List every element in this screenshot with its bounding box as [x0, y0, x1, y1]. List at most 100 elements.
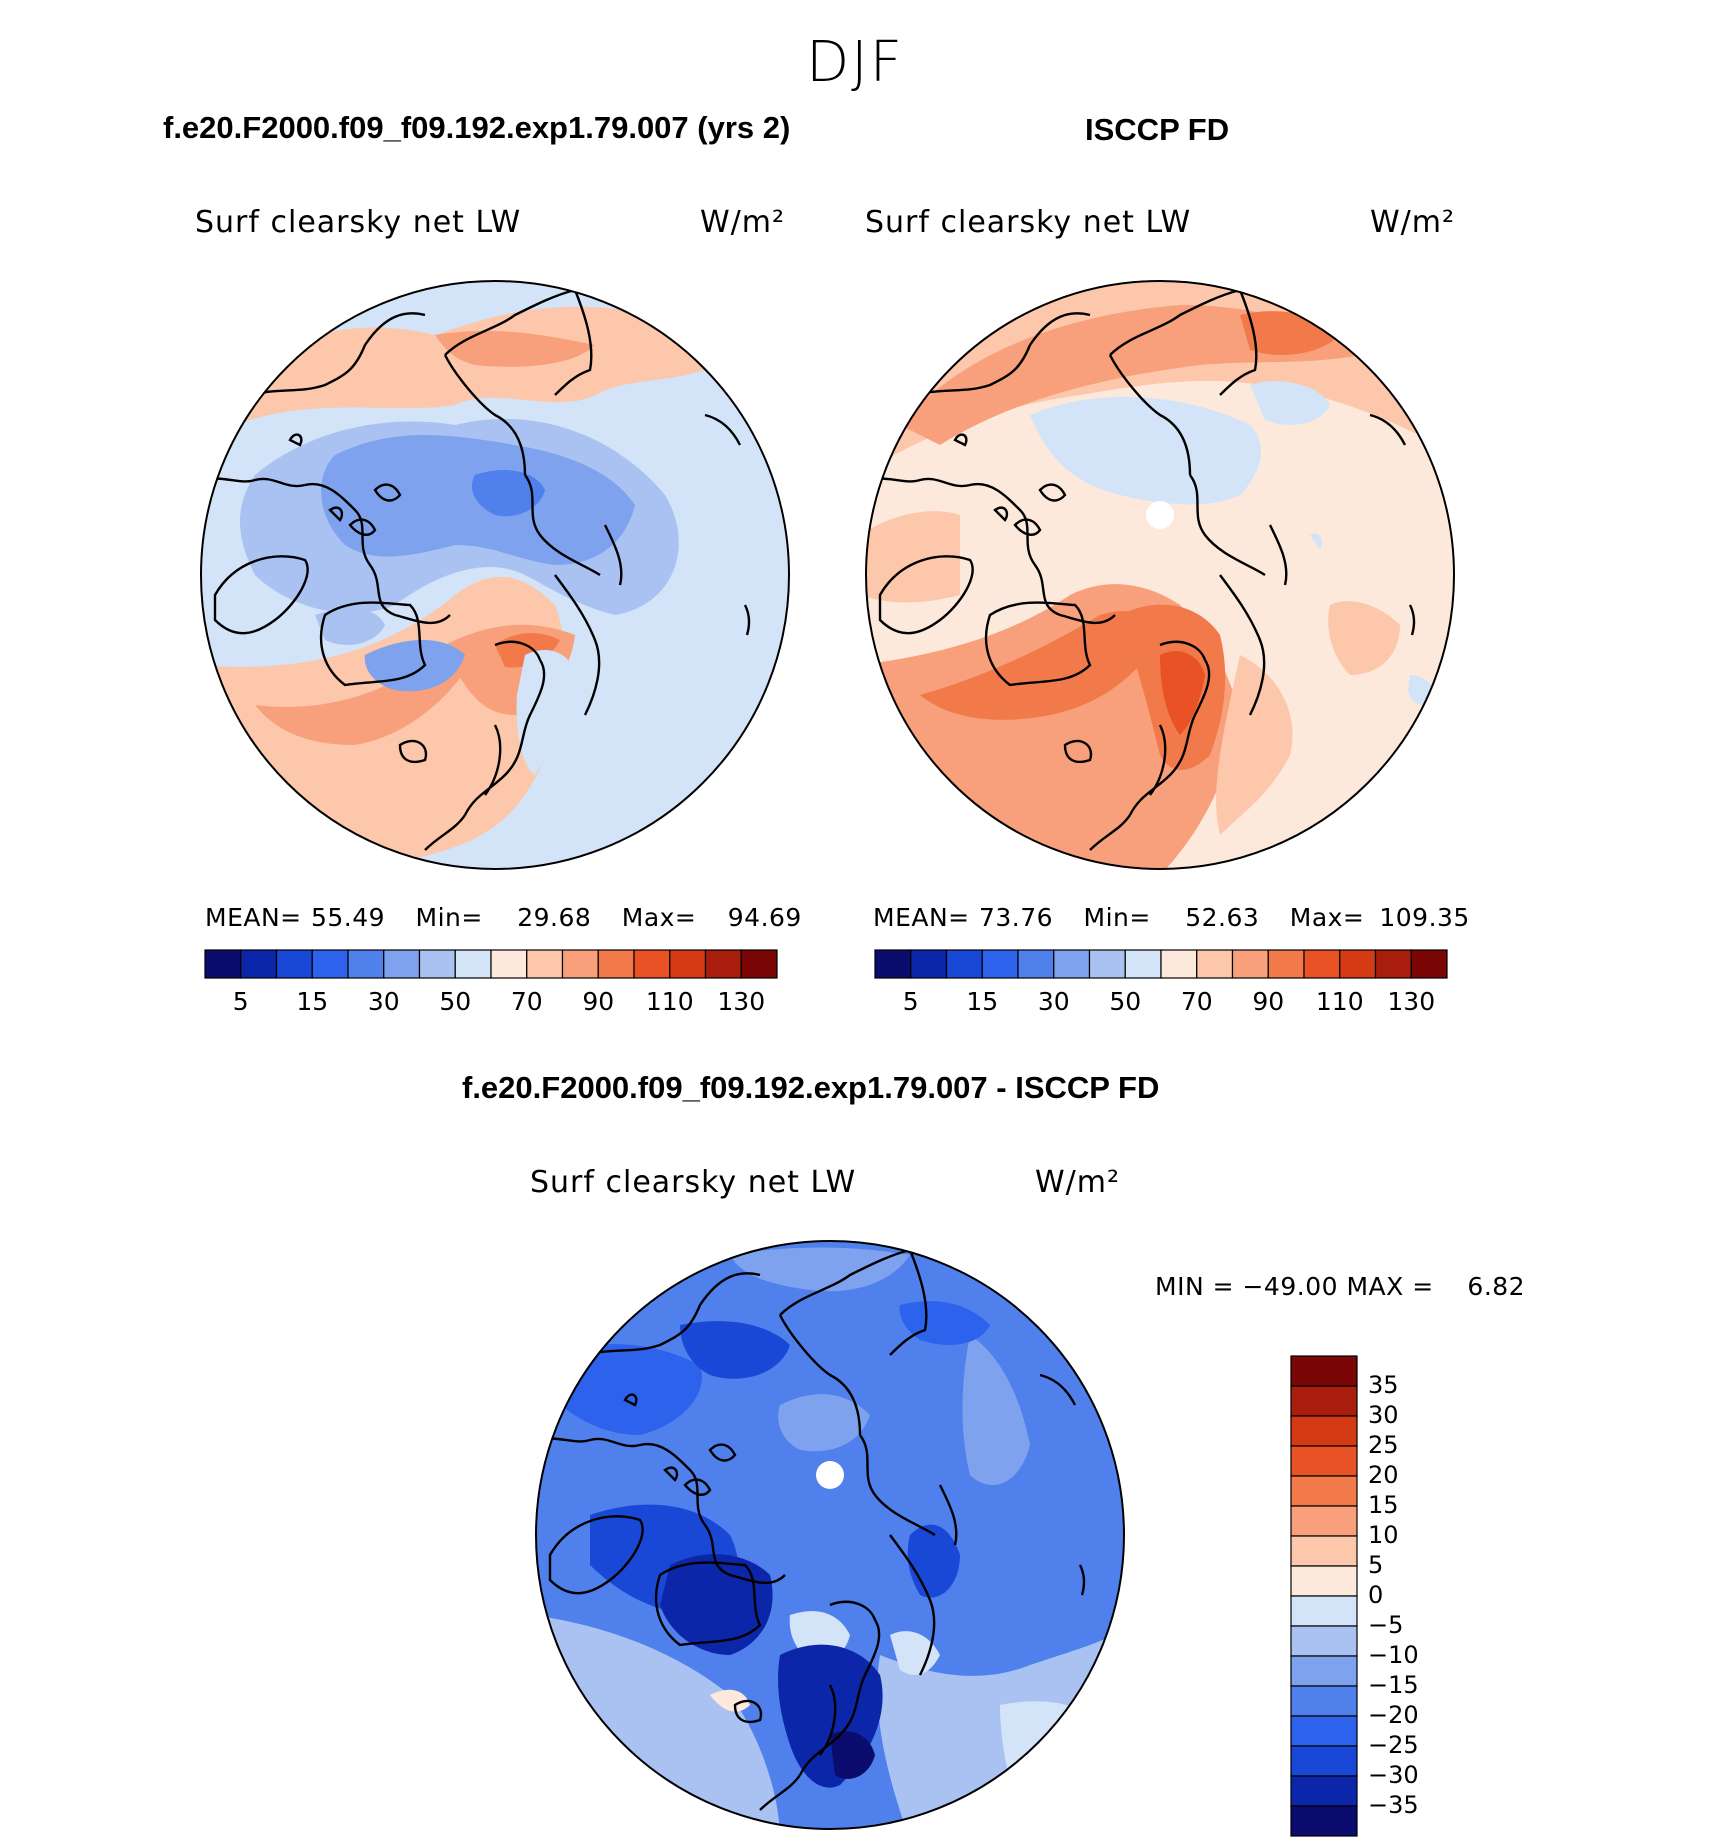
- diff-colorbar-tick-label: 20: [1368, 1461, 1399, 1489]
- diff-field-title: Surf clearsky net LW: [530, 1165, 857, 1200]
- diff-colorbar-tick-label: −15: [1368, 1671, 1419, 1699]
- obs-colorbar-swatch: [1410, 949, 1448, 979]
- obs-colorbar-swatch: [1196, 949, 1234, 979]
- model-colorbar-tick-label: 130: [717, 987, 766, 1016]
- model-colorbar-tick-label: 15: [296, 987, 329, 1016]
- model-colorbar-swatch: [383, 949, 421, 979]
- diff-colorbar-tick-label: 10: [1368, 1521, 1399, 1549]
- obs-colorbar-swatch: [981, 949, 1019, 979]
- model-colorbar-tick-label: 30: [367, 987, 400, 1016]
- obs-colorbar-swatch: [1267, 949, 1305, 979]
- model-colorbar-swatch: [597, 949, 635, 979]
- diff-colorbar-tick-label: −35: [1368, 1791, 1419, 1819]
- obs-colorbar: [874, 949, 1448, 979]
- diff-colorbar-swatch: [1290, 1685, 1358, 1717]
- obs-colorbar-tick-label: 70: [1180, 987, 1213, 1016]
- diff-colorbar-swatch: [1290, 1355, 1358, 1387]
- model-colorbar-swatch: [311, 949, 349, 979]
- diff-units: W/m²: [1035, 1165, 1121, 1200]
- obs-colorbar-tick-label: 110: [1315, 987, 1364, 1016]
- diff-colorbar-swatch: [1290, 1415, 1358, 1447]
- obs-colorbar-tick-label: 30: [1037, 987, 1070, 1016]
- model-colorbar-swatch: [704, 949, 742, 979]
- model-min-label: Min=: [415, 903, 483, 932]
- diff-case-title: f.e20.F2000.f09_f09.192.exp1.79.007 - IS…: [462, 1070, 1160, 1105]
- obs-colorbar-swatch: [1374, 949, 1412, 979]
- model-colorbar-swatch: [669, 949, 707, 979]
- model-min-value: 29.68: [517, 903, 592, 932]
- season-title: DJF: [806, 30, 904, 95]
- diff-colorbar-swatch: [1290, 1445, 1358, 1477]
- obs-mean-value: 73.76: [979, 903, 1054, 932]
- model-stats: MEAN= 55.49 Min= 29.68 Max= 94.69: [205, 903, 802, 932]
- diff-colorbar-tick-label: 35: [1368, 1371, 1399, 1399]
- diff-colorbar-swatch: [1290, 1385, 1358, 1417]
- obs-colorbar-swatch: [1124, 949, 1162, 979]
- obs-colorbar-ticks: 5 15 30 50 70 90 110 130: [875, 987, 1447, 1017]
- diff-colorbar-tick-label: −30: [1368, 1761, 1419, 1789]
- obs-mean-label: MEAN=: [873, 903, 970, 932]
- diff-colorbar-swatch: [1290, 1625, 1358, 1657]
- obs-stats: MEAN= 73.76 Min= 52.63 Max= 109.35: [873, 903, 1470, 932]
- model-colorbar-tick-label: 110: [645, 987, 694, 1016]
- model-colorbar: [204, 949, 778, 979]
- model-units: W/m²: [700, 205, 786, 240]
- model-max-value: 94.69: [727, 903, 802, 932]
- model-max-label: Max=: [621, 903, 697, 932]
- obs-polar-map: [865, 280, 1455, 870]
- diff-colorbar-tick-label: 25: [1368, 1431, 1399, 1459]
- obs-colorbar-swatch: [1088, 949, 1126, 979]
- diff-minmax: MIN = −49.00 MAX = 6.82: [1155, 1272, 1526, 1301]
- diff-colorbar-swatch: [1290, 1565, 1358, 1597]
- model-colorbar-swatch: [347, 949, 385, 979]
- model-mean-label: MEAN=: [205, 903, 302, 932]
- obs-colorbar-swatch: [1160, 949, 1198, 979]
- model-colorbar-swatch: [633, 949, 671, 979]
- obs-max-label: Max=: [1289, 903, 1365, 932]
- diff-colorbar-swatch: [1290, 1595, 1358, 1627]
- obs-colorbar-swatch: [1231, 949, 1269, 979]
- obs-colorbar-tick-label: 130: [1387, 987, 1436, 1016]
- diff-colorbar-swatch: [1290, 1535, 1358, 1567]
- obs-colorbar-swatch: [874, 949, 912, 979]
- diff-colorbar-swatch: [1290, 1775, 1358, 1807]
- obs-colorbar-swatch: [1053, 949, 1091, 979]
- model-colorbar-tick-label: 90: [582, 987, 615, 1016]
- obs-colorbar-swatch: [1017, 949, 1055, 979]
- obs-colorbar-swatch: [1339, 949, 1377, 979]
- obs-colorbar-swatch: [910, 949, 948, 979]
- obs-colorbar-tick-label: 50: [1109, 987, 1142, 1016]
- model-colorbar-swatch: [454, 949, 492, 979]
- obs-min-label: Min=: [1083, 903, 1151, 932]
- obs-colorbar-tick-label: 5: [902, 987, 919, 1016]
- obs-colorbar-tick-label: 15: [966, 987, 999, 1016]
- diff-colorbar-tick-label: −25: [1368, 1731, 1419, 1759]
- model-colorbar-tick-label: 5: [232, 987, 249, 1016]
- diff-colorbar-tick-label: −5: [1368, 1611, 1404, 1639]
- model-case-title: f.e20.F2000.f09_f09.192.exp1.79.007 (yrs…: [163, 110, 791, 145]
- model-polar-map: [200, 280, 790, 870]
- diff-colorbar-swatch: [1290, 1655, 1358, 1687]
- obs-max-value: 109.35: [1379, 903, 1470, 932]
- diff-colorbar-tick-label: −10: [1368, 1641, 1419, 1669]
- model-colorbar-swatch: [418, 949, 456, 979]
- model-colorbar-swatch: [204, 949, 242, 979]
- diff-colorbar-swatch: [1290, 1805, 1358, 1837]
- model-colorbar-tick-label: 50: [439, 987, 472, 1016]
- model-colorbar-swatch: [740, 949, 778, 979]
- obs-case-title: ISCCP FD: [1085, 112, 1230, 147]
- diff-colorbar-swatch: [1290, 1745, 1358, 1777]
- model-colorbar-swatch: [526, 949, 564, 979]
- obs-colorbar-tick-label: 90: [1252, 987, 1285, 1016]
- diff-colorbar-tick-label: 5: [1368, 1551, 1384, 1579]
- obs-min-value: 52.63: [1185, 903, 1260, 932]
- model-mean-value: 55.49: [311, 903, 386, 932]
- diff-colorbar-ticks: 35 30 25 20 15 10 5 0 −5 −10 −15 −20 −25 −30 −35: [1368, 1355, 1458, 1838]
- diff-colorbar-swatch: [1290, 1505, 1358, 1537]
- model-colorbar-swatch: [561, 949, 599, 979]
- model-colorbar-swatch: [275, 949, 313, 979]
- diff-colorbar-tick-label: 15: [1368, 1491, 1399, 1519]
- diff-colorbar-swatch: [1290, 1475, 1358, 1507]
- obs-colorbar-swatch: [945, 949, 983, 979]
- obs-colorbar-swatch: [1303, 949, 1341, 979]
